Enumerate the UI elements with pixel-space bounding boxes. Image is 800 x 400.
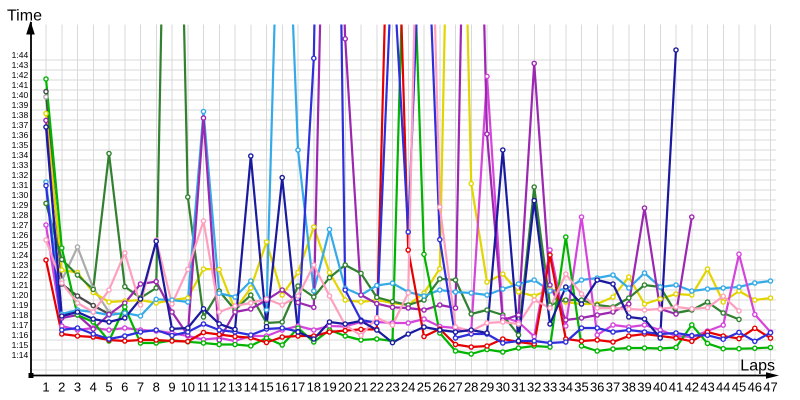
svg-text:14: 14 xyxy=(244,380,258,395)
svg-text:1:44: 1:44 xyxy=(12,50,29,60)
svg-text:1:32: 1:32 xyxy=(12,170,29,180)
svg-text:38: 38 xyxy=(622,380,636,395)
svg-text:1:18: 1:18 xyxy=(12,310,29,320)
svg-text:16: 16 xyxy=(275,380,289,395)
svg-text:36: 36 xyxy=(590,380,604,395)
svg-text:25: 25 xyxy=(417,380,431,395)
svg-text:10: 10 xyxy=(181,380,195,395)
svg-text:7: 7 xyxy=(137,380,144,395)
svg-text:17: 17 xyxy=(291,380,305,395)
svg-text:1:40: 1:40 xyxy=(12,90,29,100)
svg-text:1:30: 1:30 xyxy=(12,190,29,200)
svg-text:13: 13 xyxy=(228,380,242,395)
svg-text:1:24: 1:24 xyxy=(12,250,29,260)
svg-text:1:39: 1:39 xyxy=(12,100,29,110)
svg-text:1:34: 1:34 xyxy=(12,150,29,160)
svg-text:44: 44 xyxy=(716,380,730,395)
svg-text:1:16: 1:16 xyxy=(12,330,29,340)
svg-text:2: 2 xyxy=(58,380,65,395)
svg-text:1:25: 1:25 xyxy=(12,240,29,250)
svg-text:24: 24 xyxy=(401,380,415,395)
svg-text:3: 3 xyxy=(74,380,81,395)
svg-text:4: 4 xyxy=(90,380,97,395)
svg-text:47: 47 xyxy=(763,380,777,395)
svg-text:1:37: 1:37 xyxy=(12,120,29,130)
svg-text:19: 19 xyxy=(322,380,336,395)
svg-text:5: 5 xyxy=(105,380,112,395)
svg-text:1:14: 1:14 xyxy=(12,350,29,360)
svg-text:33: 33 xyxy=(543,380,557,395)
svg-text:22: 22 xyxy=(370,380,384,395)
svg-text:23: 23 xyxy=(385,380,399,395)
svg-text:8: 8 xyxy=(153,380,160,395)
svg-text:Laps: Laps xyxy=(740,358,775,375)
svg-text:1:35: 1:35 xyxy=(12,140,29,150)
svg-text:1:19: 1:19 xyxy=(12,300,29,310)
svg-text:21: 21 xyxy=(354,380,368,395)
svg-text:1:20: 1:20 xyxy=(12,290,29,300)
svg-text:40: 40 xyxy=(653,380,667,395)
svg-text:34: 34 xyxy=(559,380,573,395)
svg-text:1:41: 1:41 xyxy=(12,80,29,90)
svg-text:1:27: 1:27 xyxy=(12,220,29,230)
svg-text:1:43: 1:43 xyxy=(12,60,29,70)
svg-text:43: 43 xyxy=(700,380,714,395)
svg-text:1:29: 1:29 xyxy=(12,200,29,210)
svg-text:1:23: 1:23 xyxy=(12,260,29,270)
svg-text:6: 6 xyxy=(121,380,128,395)
svg-text:46: 46 xyxy=(748,380,762,395)
svg-text:39: 39 xyxy=(637,380,651,395)
svg-text:15: 15 xyxy=(259,380,273,395)
svg-text:1:26: 1:26 xyxy=(12,230,29,240)
svg-text:1:38: 1:38 xyxy=(12,110,29,120)
svg-text:1:22: 1:22 xyxy=(12,270,29,280)
svg-text:Time: Time xyxy=(7,8,42,25)
svg-text:28: 28 xyxy=(464,380,478,395)
svg-text:31: 31 xyxy=(511,380,525,395)
svg-text:18: 18 xyxy=(307,380,321,395)
svg-text:9: 9 xyxy=(168,380,175,395)
svg-text:41: 41 xyxy=(669,380,683,395)
svg-text:29: 29 xyxy=(480,380,494,395)
svg-text:1: 1 xyxy=(42,380,49,395)
svg-text:42: 42 xyxy=(685,380,699,395)
svg-text:30: 30 xyxy=(496,380,510,395)
svg-text:1:31: 1:31 xyxy=(12,180,29,190)
svg-text:32: 32 xyxy=(527,380,541,395)
svg-text:1:36: 1:36 xyxy=(12,130,29,140)
svg-text:11: 11 xyxy=(197,380,211,395)
svg-text:45: 45 xyxy=(732,380,746,395)
svg-text:1:17: 1:17 xyxy=(12,320,29,330)
svg-text:1:15: 1:15 xyxy=(12,340,29,350)
svg-text:12: 12 xyxy=(212,380,226,395)
svg-text:1:21: 1:21 xyxy=(12,280,29,290)
svg-text:1:42: 1:42 xyxy=(12,70,29,80)
svg-text:35: 35 xyxy=(574,380,588,395)
svg-text:37: 37 xyxy=(606,380,620,395)
svg-text:1:33: 1:33 xyxy=(12,160,29,170)
svg-text:20: 20 xyxy=(338,380,352,395)
svg-text:26: 26 xyxy=(433,380,447,395)
svg-text:27: 27 xyxy=(448,380,462,395)
svg-text:1:28: 1:28 xyxy=(12,210,29,220)
